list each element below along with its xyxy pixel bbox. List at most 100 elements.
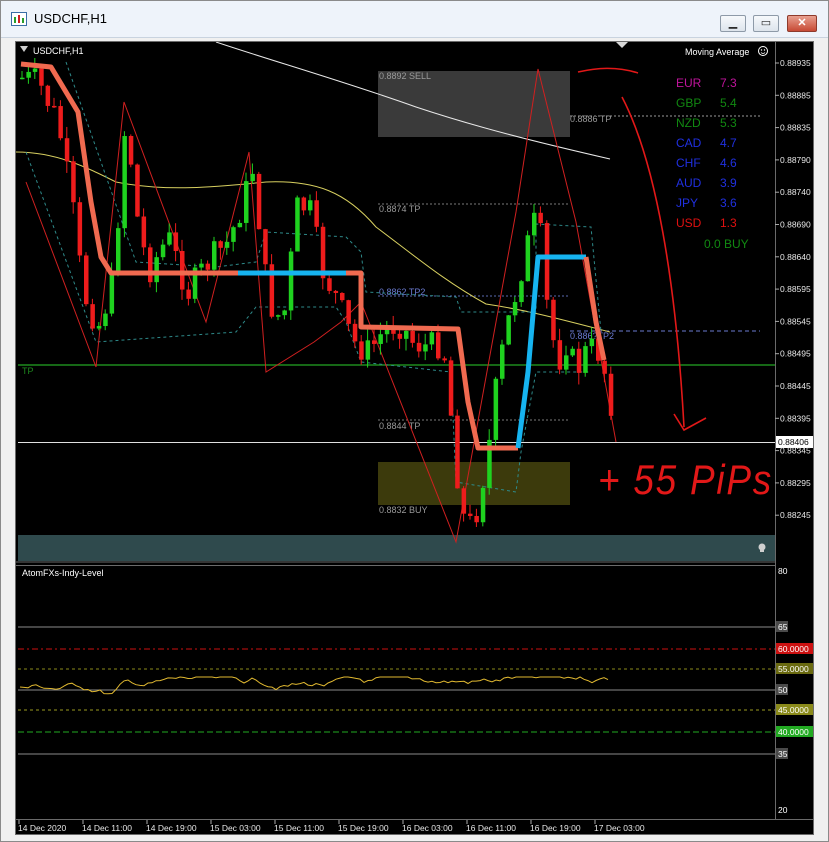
candle-body (544, 223, 550, 300)
candle-body (365, 340, 371, 360)
candle-body (256, 173, 262, 230)
candle-body (237, 222, 243, 228)
window-title: USDCHF,H1 (34, 11, 107, 26)
strength-currency: GBP (676, 96, 701, 110)
price-tick-label: 0.88640 (780, 252, 811, 262)
candle-body (167, 232, 172, 245)
candle-body (205, 263, 211, 270)
candle-body (589, 338, 595, 347)
oscillator-line (19, 676, 609, 695)
candle-body (263, 229, 268, 265)
candle-body (576, 348, 582, 373)
buy-level-label: 0.8832 BUY (379, 505, 428, 515)
price-tick-label: 0.88245 (780, 510, 811, 520)
candle-body (128, 136, 134, 165)
price-tick-label: 0.88740 (780, 187, 811, 197)
time-tick-label: 15 Dec 03:00 (210, 823, 261, 833)
indicator-label: Moving Average (685, 47, 749, 57)
strength-value: 5.4 (720, 96, 737, 110)
current-price-label: 0.88406 (778, 437, 809, 447)
candle-body (346, 300, 351, 324)
candle-body (148, 247, 153, 283)
strength-currency: AUD (676, 176, 702, 190)
candle-body (314, 200, 319, 227)
oscillator-tick-label: 60.0000 (778, 644, 809, 654)
candle-body (250, 173, 255, 182)
candle-body (186, 289, 191, 299)
candle-body (333, 290, 339, 293)
restore-button[interactable]: ▭ (753, 15, 779, 32)
candle-body (327, 278, 332, 291)
candle-body (596, 338, 601, 361)
time-tick-label: 16 Dec 03:00 (402, 823, 453, 833)
close-icon: ✕ (797, 17, 807, 29)
strength-currency: CHF (676, 156, 701, 170)
tp-8886-label: 0.8886 TP (570, 114, 611, 124)
candle-body (295, 197, 300, 252)
oscillator-tick-label: 55.0000 (778, 664, 809, 674)
candle-body (384, 326, 390, 335)
zigzag-line (25, 68, 617, 544)
candle-body (218, 241, 223, 248)
candle-body (276, 315, 281, 317)
price-tick-label: 0.88690 (780, 220, 811, 230)
shift-marker-icon[interactable] (616, 42, 628, 48)
candle-body (378, 334, 383, 344)
time-tick-label: 15 Dec 11:00 (274, 823, 324, 833)
candle-body (442, 358, 447, 361)
candle-body (212, 241, 217, 270)
candle-body (538, 212, 543, 224)
candle-body (20, 77, 25, 80)
price-tick-label: 0.88835 (780, 123, 811, 133)
sell-zone (378, 71, 570, 137)
price-tick-label: 0.88790 (780, 155, 811, 165)
candle-body (525, 235, 531, 282)
chart-area[interactable]: 0.8892 SELL 0.8886 TP 0.8874 TP 0.8862 T… (15, 41, 814, 835)
candle-body (557, 340, 563, 370)
candle-body (468, 513, 473, 516)
candle-body (180, 251, 185, 290)
candle-body (288, 251, 294, 311)
candle-body (58, 106, 63, 139)
candle-body (116, 228, 121, 274)
candle-body (32, 68, 38, 72)
candle-body (45, 85, 51, 106)
candle-body (352, 323, 358, 342)
oscillator-tick-label: 35 (778, 749, 788, 759)
strength-currency: USD (676, 216, 702, 230)
candle-body (340, 292, 345, 301)
price-tick-label: 0.88545 (780, 316, 811, 326)
candle-body (71, 161, 76, 203)
chart-menu-arrow-icon[interactable] (20, 46, 28, 52)
candle-body (224, 241, 230, 248)
oscillator-tick-label: 65 (778, 622, 788, 632)
strength-value: 5.3 (720, 116, 737, 130)
strength-currency: CAD (676, 136, 702, 150)
chart-window-icon (11, 12, 27, 26)
minimize-icon: ▁ (728, 17, 738, 29)
strength-currency: NZD (676, 116, 701, 130)
candle-body (410, 330, 415, 343)
candle-body (564, 355, 569, 370)
strength-currency: EUR (676, 76, 702, 90)
strength-value: 1.3 (720, 216, 737, 230)
candle-body (429, 332, 435, 345)
time-tick-label: 16 Dec 11:00 (466, 823, 516, 833)
candle-body (282, 310, 287, 316)
strength-value: 7.3 (720, 76, 737, 90)
candle-body (84, 255, 89, 305)
trend-line-up (238, 254, 586, 449)
candle-body (96, 326, 102, 329)
minimize-button[interactable]: ▁ (720, 15, 746, 32)
oscillator-label: AtomFXs-Indy-Level (22, 568, 104, 578)
price-tick-label: 0.88395 (780, 413, 811, 423)
close-button[interactable]: ✕ (787, 15, 817, 32)
annotation-pips: + 55 PiPs (598, 456, 773, 503)
candle-body (199, 263, 204, 268)
price-chart-canvas[interactable]: 0.8892 SELL 0.8886 TP 0.8874 TP 0.8862 T… (15, 41, 813, 834)
skull-icon (758, 543, 766, 552)
sell-level-label: 0.8892 SELL (379, 71, 431, 81)
price-tick-label: 0.88295 (780, 478, 811, 488)
title-bar: USDCHF,H1 ▁ ▭ ✕ (1, 1, 828, 38)
